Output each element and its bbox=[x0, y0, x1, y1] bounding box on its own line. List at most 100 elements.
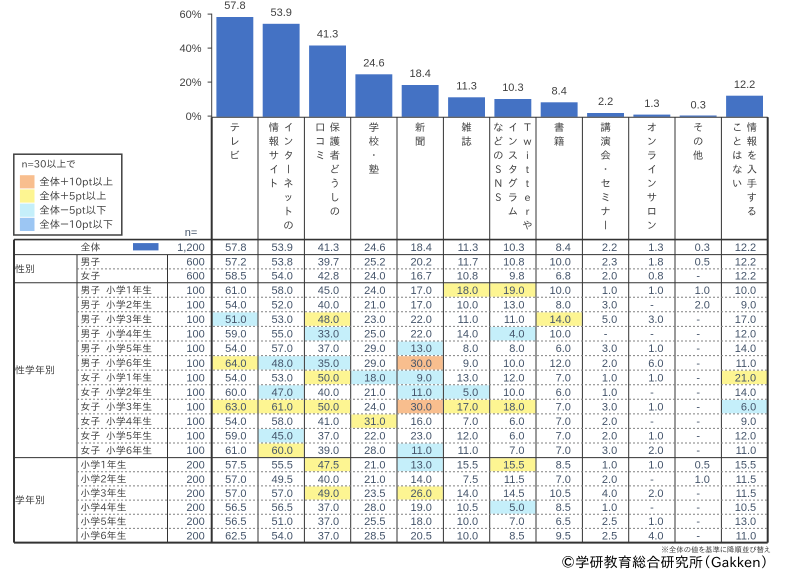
svg-text:10.0: 10.0 bbox=[503, 358, 524, 370]
svg-text:40.0: 40.0 bbox=[318, 474, 339, 486]
svg-text:2.2: 2.2 bbox=[602, 242, 617, 254]
svg-text:53.0: 53.0 bbox=[271, 314, 292, 326]
svg-text:57.8: 57.8 bbox=[224, 0, 245, 12]
svg-text:0.5: 0.5 bbox=[695, 257, 710, 269]
svg-text:13.0: 13.0 bbox=[503, 299, 524, 311]
svg-text:12.2: 12.2 bbox=[735, 242, 756, 254]
svg-text:100: 100 bbox=[186, 285, 204, 297]
svg-text:53.9: 53.9 bbox=[270, 7, 291, 19]
svg-text:5.0: 5.0 bbox=[602, 314, 617, 326]
svg-text:25.2: 25.2 bbox=[364, 257, 385, 269]
svg-text:29.0: 29.0 bbox=[364, 343, 385, 355]
svg-text:10.3: 10.3 bbox=[503, 242, 524, 254]
svg-text:2.0: 2.0 bbox=[602, 431, 617, 443]
svg-text:-: - bbox=[696, 445, 700, 457]
svg-text:7.0: 7.0 bbox=[509, 516, 524, 528]
svg-text:0.8: 0.8 bbox=[648, 271, 663, 283]
svg-text:10.0: 10.0 bbox=[735, 285, 756, 297]
svg-text:28.0: 28.0 bbox=[364, 445, 385, 457]
svg-text:10.5: 10.5 bbox=[457, 502, 478, 514]
svg-text:-: - bbox=[650, 387, 654, 399]
svg-text:6.0: 6.0 bbox=[556, 387, 571, 399]
svg-text:26.0: 26.0 bbox=[410, 488, 431, 500]
svg-text:10.0: 10.0 bbox=[457, 516, 478, 528]
svg-text:45.0: 45.0 bbox=[318, 285, 339, 297]
svg-text:10.5: 10.5 bbox=[549, 488, 570, 500]
svg-text:54.0: 54.0 bbox=[225, 416, 246, 428]
svg-text:6.0: 6.0 bbox=[509, 431, 524, 443]
svg-text:54.0: 54.0 bbox=[225, 299, 246, 311]
svg-text:14.0: 14.0 bbox=[457, 329, 478, 341]
svg-text:18.4: 18.4 bbox=[409, 68, 430, 80]
svg-text:1.0: 1.0 bbox=[602, 372, 617, 384]
svg-text:61.0: 61.0 bbox=[271, 402, 292, 414]
svg-text:16.0: 16.0 bbox=[410, 416, 431, 428]
svg-text:7.5: 7.5 bbox=[463, 474, 478, 486]
svg-text:17.0: 17.0 bbox=[410, 299, 431, 311]
svg-text:37.0: 37.0 bbox=[318, 431, 339, 443]
svg-text:2.0: 2.0 bbox=[602, 416, 617, 428]
svg-text:49.0: 49.0 bbox=[318, 488, 339, 500]
svg-text:50.0: 50.0 bbox=[318, 372, 339, 384]
svg-text:8.5: 8.5 bbox=[556, 502, 571, 514]
svg-text:-: - bbox=[650, 329, 654, 341]
svg-text:11.0: 11.0 bbox=[458, 314, 479, 326]
svg-text:7.0: 7.0 bbox=[556, 431, 571, 443]
svg-text:-: - bbox=[696, 488, 700, 500]
svg-text:48.0: 48.0 bbox=[271, 358, 292, 370]
svg-text:0.5: 0.5 bbox=[695, 460, 710, 472]
svg-text:40%: 40% bbox=[179, 43, 201, 55]
svg-text:15.5: 15.5 bbox=[735, 460, 756, 472]
svg-text:41.3: 41.3 bbox=[317, 29, 338, 41]
svg-text:21.0: 21.0 bbox=[364, 299, 385, 311]
svg-text:52.0: 52.0 bbox=[271, 299, 292, 311]
svg-text:14.0: 14.0 bbox=[410, 474, 431, 486]
svg-text:1.0: 1.0 bbox=[602, 502, 617, 514]
svg-text:37.0: 37.0 bbox=[318, 502, 339, 514]
svg-text:7.0: 7.0 bbox=[556, 402, 571, 414]
svg-text:10.8: 10.8 bbox=[503, 257, 524, 269]
svg-text:6.8: 6.8 bbox=[556, 271, 571, 283]
svg-text:6.0: 6.0 bbox=[741, 402, 756, 414]
svg-text:10.5: 10.5 bbox=[735, 502, 756, 514]
svg-text:3.0: 3.0 bbox=[602, 445, 617, 457]
svg-text:37.0: 37.0 bbox=[318, 530, 339, 542]
svg-text:-: - bbox=[696, 416, 700, 428]
svg-text:1,200: 1,200 bbox=[177, 242, 205, 254]
svg-text:7.0: 7.0 bbox=[556, 416, 571, 428]
svg-text:6.0: 6.0 bbox=[509, 416, 524, 428]
svg-text:1.0: 1.0 bbox=[695, 285, 710, 297]
svg-text:57.0: 57.0 bbox=[225, 474, 246, 486]
svg-text:21.0: 21.0 bbox=[364, 474, 385, 486]
svg-text:-: - bbox=[696, 358, 700, 370]
svg-text:13.0: 13.0 bbox=[735, 516, 756, 528]
svg-text:10.0: 10.0 bbox=[549, 257, 570, 269]
svg-text:10.0: 10.0 bbox=[503, 387, 524, 399]
svg-text:22.0: 22.0 bbox=[364, 431, 385, 443]
svg-text:15.5: 15.5 bbox=[503, 460, 524, 472]
svg-text:10.0: 10.0 bbox=[457, 299, 478, 311]
svg-text:11.0: 11.0 bbox=[411, 445, 432, 457]
svg-text:-: - bbox=[604, 329, 608, 341]
svg-text:8.4: 8.4 bbox=[556, 242, 571, 254]
svg-text:47.5: 47.5 bbox=[318, 460, 339, 472]
svg-text:9.0: 9.0 bbox=[741, 299, 756, 311]
svg-text:100: 100 bbox=[186, 329, 204, 341]
svg-text:-: - bbox=[696, 271, 700, 283]
svg-text:12.0: 12.0 bbox=[735, 329, 756, 341]
svg-text:1.3: 1.3 bbox=[648, 242, 663, 254]
svg-text:35.0: 35.0 bbox=[318, 358, 339, 370]
svg-text:14.0: 14.0 bbox=[549, 314, 570, 326]
svg-text:-: - bbox=[650, 474, 654, 486]
svg-text:1.0: 1.0 bbox=[648, 372, 663, 384]
svg-text:42.8: 42.8 bbox=[318, 271, 339, 283]
svg-text:54.0: 54.0 bbox=[271, 530, 292, 542]
svg-text:25.5: 25.5 bbox=[364, 516, 385, 528]
svg-text:29.0: 29.0 bbox=[364, 358, 385, 370]
svg-text:8.5: 8.5 bbox=[556, 460, 571, 472]
svg-text:57.0: 57.0 bbox=[225, 488, 246, 500]
svg-text:9.5: 9.5 bbox=[556, 530, 571, 542]
svg-text:24.6: 24.6 bbox=[364, 242, 385, 254]
svg-text:2.0: 2.0 bbox=[695, 299, 710, 311]
svg-text:-: - bbox=[650, 299, 654, 311]
